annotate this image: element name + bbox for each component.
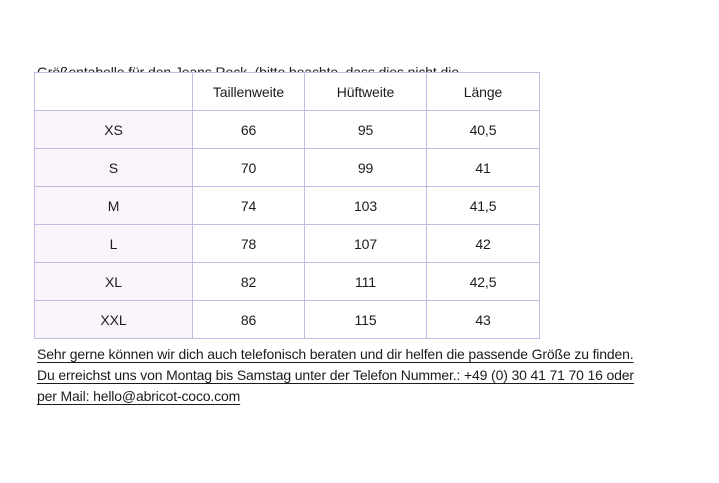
- laenge-value: 41: [426, 148, 540, 187]
- taillenweite-value: 78: [192, 224, 305, 263]
- hueftweite-value: 115: [304, 300, 427, 339]
- taillenweite-value: 70: [192, 148, 305, 187]
- table-row-xxl: XXL 86 115 43: [34, 300, 540, 339]
- size-table: Taillenweite Hüftweite Länge XS 66 95 40…: [34, 72, 540, 339]
- table-row-m: M 74 103 41,5: [34, 186, 540, 225]
- contact-line-3: per Mail: hello@abricot-coco.com: [37, 386, 677, 407]
- hueftweite-value: 99: [304, 148, 427, 187]
- hueftweite-value: 103: [304, 186, 427, 225]
- contact-line-2: Du erreichst uns von Montag bis Samstag …: [37, 367, 634, 383]
- taillenweite-value: 66: [192, 110, 305, 149]
- table-row-l: L 78 107 42: [34, 224, 540, 263]
- contact-line-1: Sehr gerne können wir dich auch telefoni…: [37, 346, 634, 362]
- taillenweite-value: 86: [192, 300, 305, 339]
- size-label: M: [34, 186, 193, 225]
- size-table-header-row: Taillenweite Hüftweite Länge: [34, 72, 540, 111]
- laenge-value: 43: [426, 300, 540, 339]
- email-link[interactable]: hello@abricot-coco.com: [93, 388, 241, 404]
- size-label: XL: [34, 262, 193, 301]
- table-row-xs: XS 66 95 40,5: [34, 110, 540, 149]
- size-label: XXL: [34, 300, 193, 339]
- size-label: L: [34, 224, 193, 263]
- taillenweite-value: 82: [192, 262, 305, 301]
- table-row-xl: XL 82 111 42,5: [34, 262, 540, 301]
- contact-line-3-prefix: per Mail:: [37, 388, 94, 404]
- column-header-hueftweite: Hüftweite: [304, 72, 427, 111]
- size-label: XS: [34, 110, 193, 149]
- hueftweite-value: 111: [304, 262, 427, 301]
- column-header-size: [34, 72, 193, 111]
- hueftweite-value: 107: [304, 224, 427, 263]
- size-label: S: [34, 148, 193, 187]
- table-row-s: S 70 99 41: [34, 148, 540, 187]
- laenge-value: 41,5: [426, 186, 540, 225]
- laenge-value: 42: [426, 224, 540, 263]
- column-header-taillenweite: Taillenweite: [192, 72, 305, 111]
- hueftweite-value: 95: [304, 110, 427, 149]
- taillenweite-value: 74: [192, 186, 305, 225]
- column-header-laenge: Länge: [426, 72, 540, 111]
- laenge-value: 42,5: [426, 262, 540, 301]
- contact-info: Sehr gerne können wir dich auch telefoni…: [37, 344, 677, 407]
- laenge-value: 40,5: [426, 110, 540, 149]
